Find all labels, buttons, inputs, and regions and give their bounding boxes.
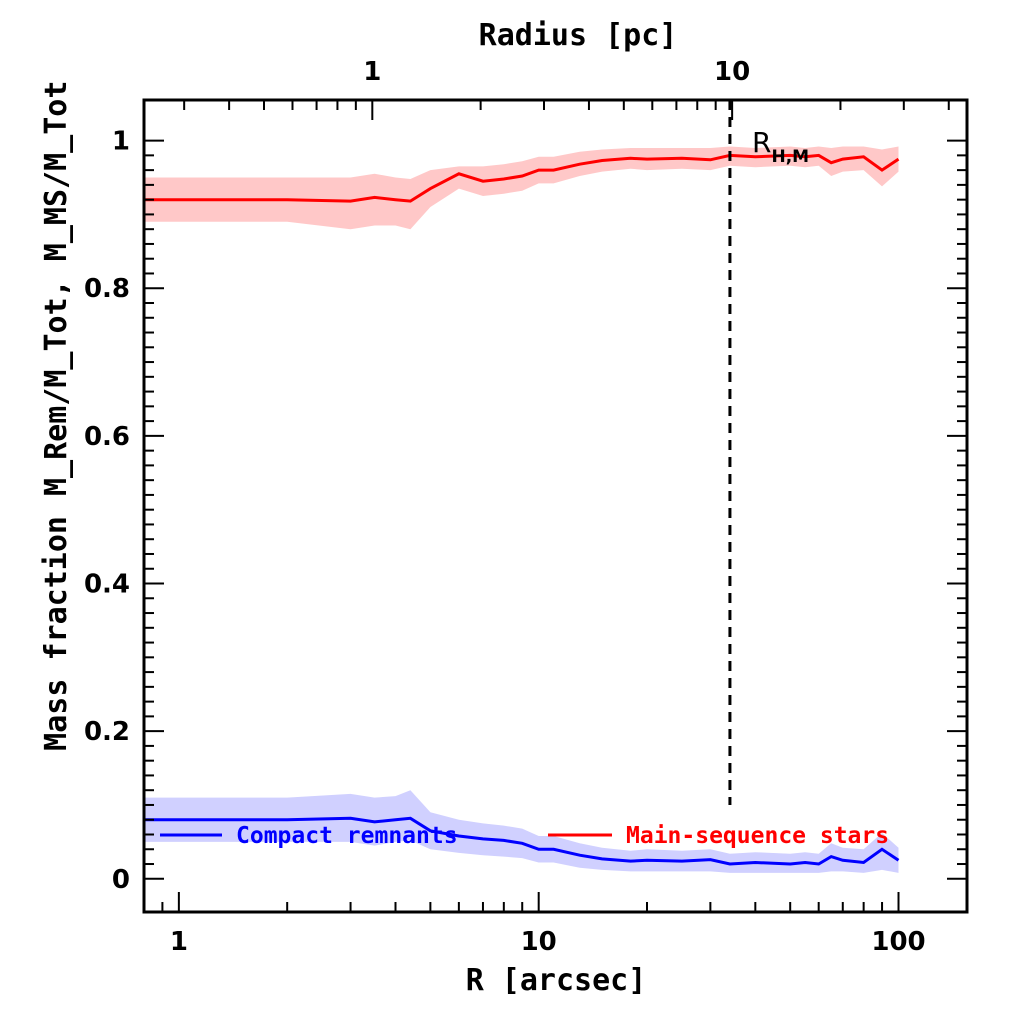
legend: Compact remnants Main-sequence stars xyxy=(160,823,889,849)
axis-ticks xyxy=(143,100,967,912)
plot-frame xyxy=(142,98,969,914)
y-tick-label: 0 xyxy=(112,865,130,895)
x-tick-label: 1 xyxy=(170,927,188,957)
remnants-line xyxy=(144,816,900,866)
y-tick-label: 0.4 xyxy=(84,570,130,600)
x-tick-label: 100 xyxy=(871,927,925,957)
half-mass-radius-label: RH,M xyxy=(752,126,809,167)
series-lines xyxy=(144,153,900,866)
y-axis-title: Mass fraction xyxy=(39,516,74,751)
y-axis-title-math: M_Rem/M_Tot, M_MS/M_Tot xyxy=(39,81,74,496)
x-tick-label: 10 xyxy=(521,927,557,957)
y-tick-label: 0.8 xyxy=(84,274,130,304)
y-tick-label: 1 xyxy=(112,127,130,157)
top-axis-title: Radius [pc] xyxy=(479,18,678,53)
half-mass-radius-label-main: R xyxy=(752,126,771,159)
confidence-bands xyxy=(144,146,899,873)
y-axis-title-group: Mass fraction M_Rem/M_Tot, M_MS/M_Tot xyxy=(39,81,74,751)
y-tick-label: 0.2 xyxy=(84,717,130,747)
top-x-tick-label: 10 xyxy=(714,57,750,87)
y-tick-label: 0.6 xyxy=(84,422,130,452)
legend-label-main-sequence: Main-sequence stars xyxy=(626,823,889,849)
top-x-tick-label: 1 xyxy=(363,57,381,87)
main-sequence-band xyxy=(144,146,899,230)
legend-label-remnants: Compact remnants xyxy=(236,823,458,849)
half-mass-radius-label-sub: H,M xyxy=(771,147,809,167)
main-sequence-line xyxy=(144,153,900,203)
remnants-band xyxy=(144,790,899,873)
x-axis-title: R [arcsec] xyxy=(466,963,647,998)
